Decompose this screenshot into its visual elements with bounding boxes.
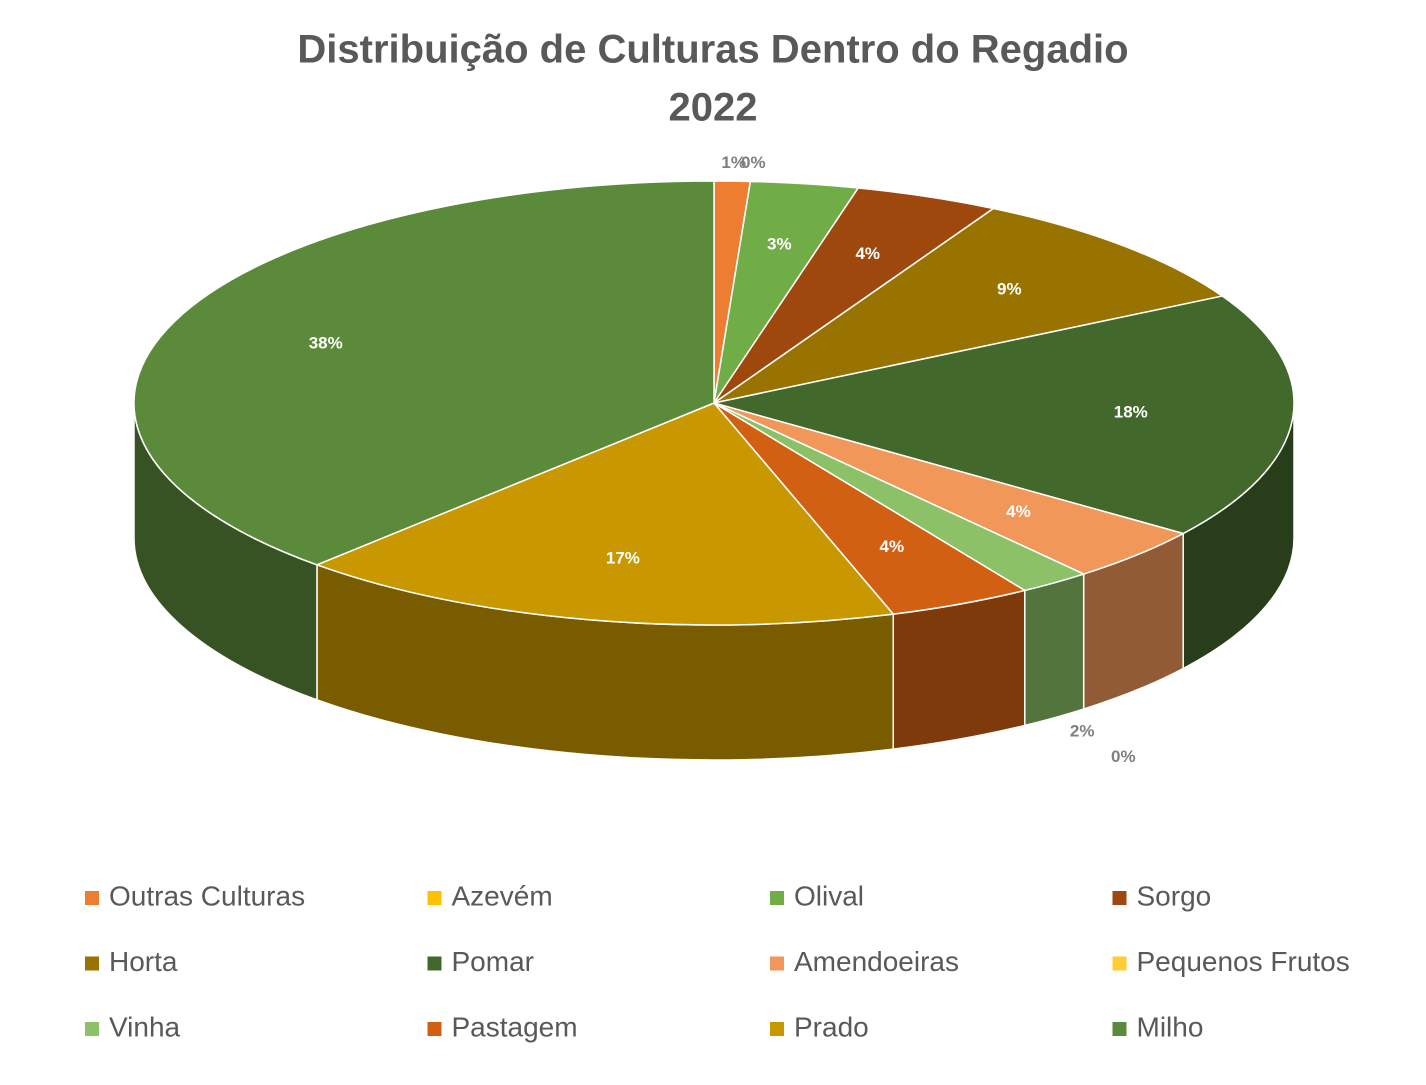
legend-label: Olival [794, 880, 864, 911]
data-label: 38% [309, 334, 343, 353]
legend-label: Pequenos Frutos [1137, 946, 1350, 977]
data-label: 0% [741, 153, 766, 172]
legend-swatch [427, 956, 442, 971]
data-label: 0% [1111, 747, 1136, 766]
chart-subtitle: 2022 [669, 86, 758, 130]
data-label: 4% [855, 244, 880, 263]
legend-swatch [85, 956, 99, 971]
legend-label: Pastagem [452, 1011, 578, 1042]
slice [713, 295, 1295, 535]
legend-swatch [427, 891, 442, 905]
legend-swatch [1112, 891, 1127, 905]
slice-side [892, 589, 1026, 750]
data-label: 3% [767, 235, 792, 254]
slice [314, 402, 895, 626]
data-labels: 1%0%3% 4%9%18%4%0%2%4%17%38% [309, 153, 1148, 766]
legend-label: Azevém [452, 880, 553, 911]
legend-swatch [427, 1022, 442, 1036]
legend: Outras Culturas Azevém Olival Sorgo Horta Pom… [85, 880, 1350, 1042]
data-label: 4% [880, 537, 905, 556]
legend-label: Milho [1137, 1011, 1204, 1042]
data-label: 4% [1006, 502, 1031, 521]
legend-label: Pomar [452, 946, 534, 977]
legend-label: Amendoeiras [794, 946, 959, 977]
data-label: 9% [997, 279, 1022, 298]
legend-label: Prado [794, 1011, 869, 1042]
legend-label: Outras Culturas [109, 880, 305, 911]
data-label: 2% [1070, 721, 1095, 740]
legend-label: Sorgo [1137, 880, 1212, 911]
slice-side [1024, 573, 1085, 727]
slice [713, 207, 1225, 404]
pie-sides [133, 402, 1295, 761]
legend-swatch [85, 891, 99, 905]
chart-title: Distribuição de Culturas Dentro do Regad… [297, 28, 1128, 72]
legend-label: Vinha [109, 1011, 181, 1042]
legend-swatch [1112, 956, 1127, 971]
data-label: 17% [606, 548, 640, 567]
data-label: 1% [721, 153, 746, 172]
pie-top [133, 180, 1295, 626]
data-label: 18% [1114, 403, 1148, 422]
legend-swatch [1112, 1022, 1127, 1036]
legend-swatch [770, 891, 784, 905]
legend-label: Horta [109, 946, 178, 977]
legend-swatch [85, 1022, 99, 1036]
legend-swatch [770, 956, 784, 971]
legend-swatch [770, 1022, 784, 1036]
slice [133, 180, 715, 566]
